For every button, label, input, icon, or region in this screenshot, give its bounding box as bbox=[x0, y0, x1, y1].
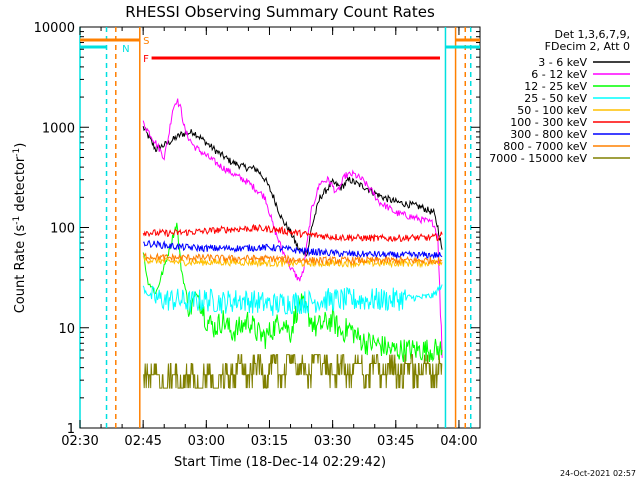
plot-area: S N F bbox=[79, 27, 480, 428]
x-tick-label: 04:00 bbox=[440, 434, 477, 449]
legend-label-300-800-kev: 300 - 800 keV bbox=[510, 128, 587, 141]
flag-label-s: S bbox=[143, 36, 149, 47]
legend-label-7000-15000-kev: 7000 - 15000 keV bbox=[489, 152, 587, 165]
chart-title: RHESSI Observing Summary Count Rates bbox=[125, 3, 435, 21]
flag-label-f: F bbox=[143, 54, 149, 65]
axes: 02:30 02:45 03:00 03:15 03:30 03:45 04:00 1 10 10… bbox=[34, 21, 481, 449]
y-axis-label-sup2: -1 bbox=[12, 148, 22, 157]
legend-label-50-100-kev: 50 - 100 keV bbox=[517, 104, 587, 117]
legend-label-800-7000-kev: 800 - 7000 keV bbox=[503, 140, 587, 153]
y-axis-label-mid: detector bbox=[13, 156, 28, 216]
flag-label-n: N bbox=[122, 44, 129, 55]
legend-header-decimation: FDecim 2, Att 0 bbox=[545, 40, 630, 53]
y-tick-label: 10 bbox=[58, 322, 75, 337]
x-tick-label: 03:30 bbox=[314, 434, 351, 449]
series-line-3-6-kev bbox=[142, 126, 443, 257]
y-tick-label: 100 bbox=[50, 222, 75, 237]
legend-label-12-25-kev: 12 - 25 keV bbox=[524, 80, 587, 93]
x-tick-label: 02:30 bbox=[61, 434, 98, 449]
y-tick-label: 1 bbox=[67, 422, 75, 437]
legend-label-3-6-kev: 3 - 6 keV bbox=[538, 56, 587, 69]
legend-label-100-300-kev: 100 - 300 keV bbox=[510, 116, 587, 129]
x-tick-label: 03:15 bbox=[251, 434, 288, 449]
legend-header-detectors: Det 1,3,6,7,9, bbox=[554, 28, 630, 41]
series-line-800-7000-kev bbox=[143, 252, 443, 266]
x-tick-label: 02:45 bbox=[124, 434, 161, 449]
x-axis-label: Start Time (18-Dec-14 02:29:42) bbox=[174, 455, 386, 470]
y-axis-label: Count Rate (s-1 detector-1) bbox=[12, 143, 28, 314]
series-line-100-300-kev bbox=[142, 223, 443, 243]
series-line-300-800-kev bbox=[143, 239, 443, 260]
legend: Det 1,3,6,7,9, FDecim 2, Att 0 3 - 6 keV… bbox=[489, 28, 630, 165]
y-tick-label: 1000 bbox=[42, 121, 75, 136]
series-line-25-50-kev bbox=[142, 284, 443, 316]
y-axis-label-main: Count Rate (s bbox=[13, 225, 28, 314]
x-tick-label: 03:00 bbox=[188, 434, 225, 449]
legend-label-25-50-kev: 25 - 50 keV bbox=[524, 92, 587, 105]
series-line-7000-15000-kev bbox=[143, 354, 443, 389]
legend-label-6-12-kev: 6 - 12 keV bbox=[531, 68, 587, 81]
x-tick-label: 03:45 bbox=[377, 434, 414, 449]
y-tick-label: 10000 bbox=[34, 21, 75, 36]
series-line-12-25-kev bbox=[142, 222, 443, 363]
series-line-6-12-kev bbox=[142, 98, 443, 358]
y-axis-label-sup1: -1 bbox=[12, 216, 22, 225]
y-axis-label-end: ) bbox=[13, 143, 28, 148]
footer-timestamp: 24-Oct-2021 02:57 bbox=[560, 469, 636, 478]
